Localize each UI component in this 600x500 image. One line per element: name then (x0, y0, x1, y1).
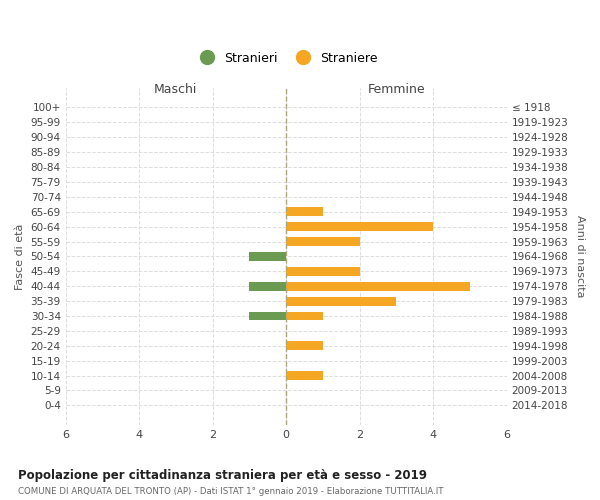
Bar (286, 282, 470, 290)
Bar (286, 222, 433, 231)
Text: Maschi: Maschi (154, 82, 197, 96)
Bar (286, 296, 397, 306)
Bar (250, 282, 286, 290)
Bar (250, 252, 286, 261)
Bar (250, 312, 286, 320)
Y-axis label: Fasce di età: Fasce di età (15, 223, 25, 290)
Bar (286, 267, 360, 276)
Bar (286, 237, 360, 246)
Text: Popolazione per cittadinanza straniera per età e sesso - 2019: Popolazione per cittadinanza straniera p… (18, 470, 427, 482)
Bar (286, 371, 323, 380)
Legend: Stranieri, Straniere: Stranieri, Straniere (190, 46, 383, 70)
Bar (286, 312, 323, 320)
Bar (286, 207, 323, 216)
Text: Femmine: Femmine (368, 82, 425, 96)
Y-axis label: Anni di nascita: Anni di nascita (575, 215, 585, 298)
Text: COMUNE DI ARQUATA DEL TRONTO (AP) - Dati ISTAT 1° gennaio 2019 - Elaborazione TU: COMUNE DI ARQUATA DEL TRONTO (AP) - Dati… (18, 487, 443, 496)
Bar (286, 342, 323, 350)
